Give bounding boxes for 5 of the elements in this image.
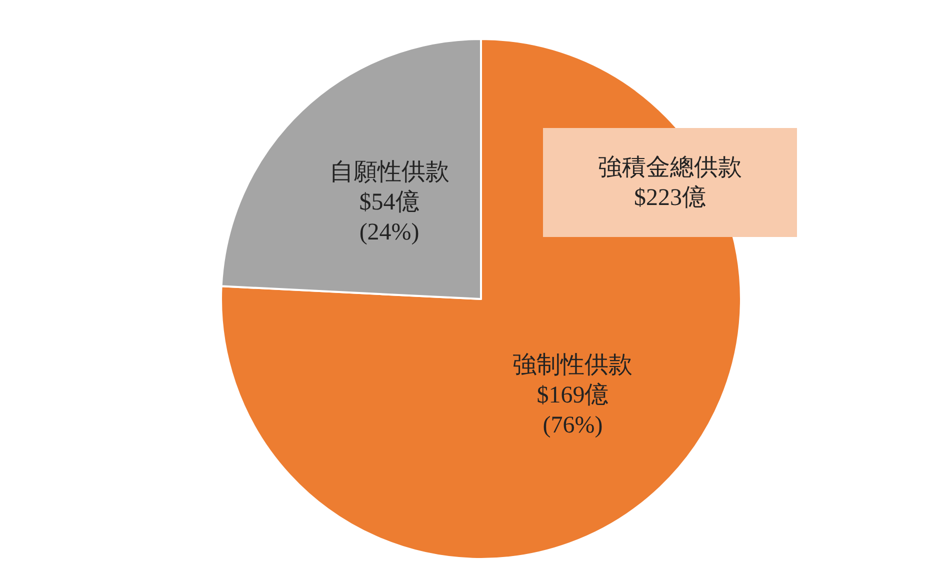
slice-label: 自願性供款 <box>329 160 450 186</box>
slice-label: 強制性供款 <box>512 352 633 378</box>
text: 強積金總供款 $223億 <box>543 128 797 237</box>
data-label: $54億 (24%) <box>359 188 420 246</box>
data-label: $169億 (76%) <box>536 381 609 438</box>
